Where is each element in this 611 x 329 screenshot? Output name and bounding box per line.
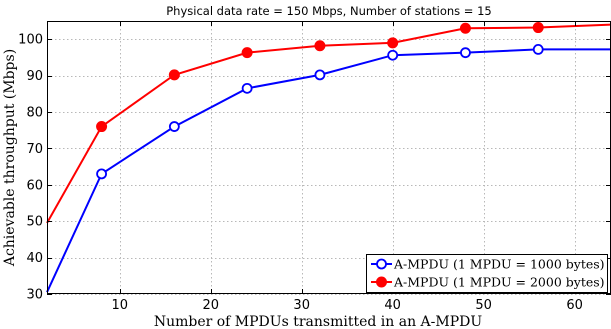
x-tick-label: 10 [112, 298, 129, 313]
y-tick-label: 100 [18, 33, 43, 48]
data-point [532, 22, 544, 34]
legend-entry: A-MPDU (1 MPDU = 1000 bytes) [371, 257, 605, 272]
data-point [314, 69, 326, 81]
y-tick-labels: 30 40 50 60 70 80 90 100 [18, 33, 43, 303]
data-point [314, 40, 326, 52]
legend-label: A-MPDU (1 MPDU = 1000 bytes) [393, 257, 605, 272]
y-tick-label: 50 [26, 215, 43, 230]
x-tick-label: 40 [384, 298, 401, 313]
data-point [241, 82, 253, 94]
data-point [168, 69, 180, 81]
y-tick-label: 80 [26, 106, 43, 121]
legend-marker [376, 258, 387, 270]
y-tick-label: 40 [26, 251, 43, 266]
x-tick-labels: 10 20 30 40 50 60 [112, 298, 583, 313]
series-1 [46, 43, 611, 293]
x-tick-label: 20 [202, 298, 219, 313]
legend-label: A-MPDU (1 MPDU = 2000 bytes) [393, 275, 605, 290]
legend-marker [376, 276, 387, 288]
x-tick-label: 50 [475, 298, 492, 313]
y-tick-label: 60 [26, 178, 43, 193]
x-axis-label: Number of MPDUs transmitted in an A-MPDU [154, 314, 483, 329]
legend-box [366, 254, 608, 293]
legend-entry: A-MPDU (1 MPDU = 2000 bytes) [371, 275, 605, 290]
y-tick-label: 70 [26, 142, 43, 157]
series-line [46, 23, 611, 224]
grid [47, 21, 611, 295]
data-point [460, 47, 471, 59]
y-tick-label: 90 [26, 69, 43, 84]
legend: A-MPDU (1 MPDU = 1000 bytes) A-MPDU (1 MP… [366, 254, 608, 293]
data-point [532, 43, 544, 55]
chart-title: Physical data rate = 150 Mbps, Number of… [166, 4, 491, 18]
data-point [96, 168, 107, 180]
legend-entries: A-MPDU (1 MPDU = 1000 bytes) A-MPDU (1 MP… [371, 257, 605, 290]
data-point [459, 22, 471, 34]
series-2 [46, 22, 611, 224]
data-point [387, 49, 399, 61]
data-point [168, 121, 180, 132]
y-axis-label: Achievable throughput (Mbps) [2, 49, 18, 267]
tick-layer [47, 21, 611, 295]
x-tick-label: 60 [566, 298, 583, 313]
data-point [96, 121, 108, 133]
x-tick-label: 30 [293, 298, 310, 313]
data-point [241, 47, 253, 59]
y-tick-label: 30 [26, 288, 43, 303]
series-layer [46, 22, 611, 293]
plot-frame [47, 21, 611, 294]
data-point [387, 37, 399, 49]
